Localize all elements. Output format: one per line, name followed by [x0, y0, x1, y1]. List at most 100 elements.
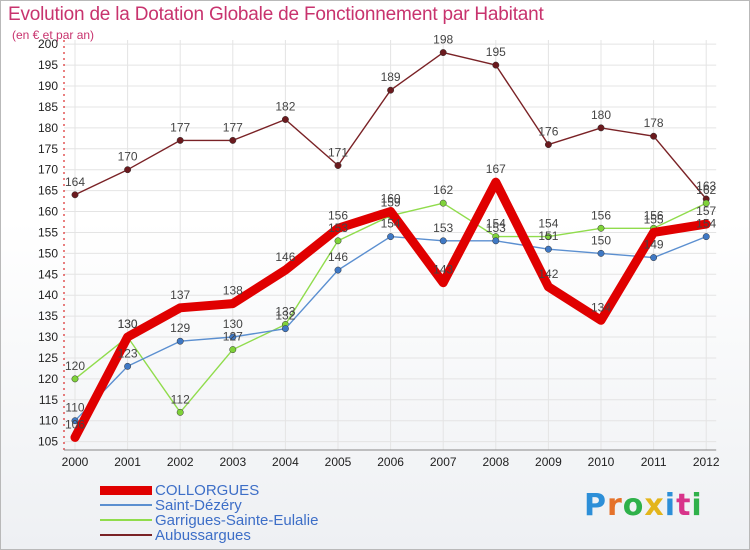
data-point — [281, 325, 289, 333]
data-label: 143 — [433, 263, 453, 277]
data-point — [229, 136, 237, 144]
x-tick-label: 2012 — [693, 455, 720, 469]
data-label: 153 — [486, 221, 506, 235]
legend-label: Garrigues-Sainte-Eulalie — [155, 512, 319, 529]
y-tick-label: 135 — [38, 309, 58, 323]
data-label: 120 — [65, 359, 85, 373]
data-point — [229, 333, 237, 341]
chart-title: Evolution de la Dotation Globale de Fonc… — [8, 4, 544, 25]
data-label: 133 — [275, 304, 295, 318]
data-label: 198 — [433, 33, 453, 47]
data-label: 171 — [328, 146, 348, 160]
x-tick-label: 2009 — [535, 455, 562, 469]
x-tick-label: 2003 — [219, 455, 246, 469]
data-point — [439, 49, 447, 57]
data-point — [176, 408, 184, 416]
data-point — [387, 86, 395, 94]
data-label: 146 — [328, 250, 348, 264]
data-point — [71, 417, 79, 425]
logo-letter: i — [664, 488, 677, 523]
data-point — [176, 337, 184, 345]
y-tick-label: 105 — [38, 435, 58, 449]
data-label: 110 — [65, 401, 84, 415]
data-label: 154 — [696, 217, 716, 231]
y-tick-label: 120 — [38, 372, 58, 386]
logo-letter: t — [676, 488, 692, 523]
data-point — [597, 124, 605, 132]
data-label: 176 — [538, 125, 558, 139]
data-label: 156 — [328, 208, 348, 222]
data-label: 132 — [275, 309, 295, 323]
data-label: 155 — [644, 212, 664, 226]
x-tick-label: 2002 — [167, 455, 194, 469]
legend-swatch — [100, 504, 152, 506]
data-point — [597, 224, 605, 232]
y-tick-label: 110 — [39, 414, 58, 428]
y-tick-label: 160 — [38, 205, 58, 219]
data-label: 157 — [696, 204, 716, 218]
data-point — [439, 199, 447, 207]
data-label: 159 — [381, 196, 401, 210]
data-label: 156 — [591, 208, 611, 222]
data-label: 156 — [644, 208, 664, 222]
data-point — [492, 61, 500, 69]
data-point — [650, 254, 658, 262]
x-tick-label: 2007 — [430, 455, 457, 469]
data-point — [492, 237, 500, 245]
data-point — [544, 245, 552, 253]
data-label: 112 — [171, 392, 190, 406]
data-label: 153 — [433, 221, 453, 235]
y-tick-label: 165 — [38, 184, 58, 198]
data-point — [597, 249, 605, 257]
data-label: 149 — [644, 238, 664, 252]
data-label: 160 — [381, 192, 401, 206]
logo-letter: i — [691, 488, 703, 523]
data-label: 153 — [328, 221, 348, 235]
data-label: 178 — [644, 116, 664, 130]
data-point — [176, 136, 184, 144]
logo-letter: o — [622, 488, 645, 523]
x-tick-label: 2005 — [325, 455, 352, 469]
series-line — [70, 177, 711, 442]
data-label: 130 — [118, 317, 138, 331]
y-tick-label: 115 — [39, 393, 58, 407]
y-tick-label: 185 — [38, 100, 58, 114]
legend-swatch — [100, 485, 152, 495]
data-point — [124, 362, 132, 370]
data-label: 150 — [591, 233, 611, 247]
data-point — [71, 375, 79, 383]
legend-label: Saint-Dézéry — [155, 497, 242, 514]
data-point — [124, 166, 132, 174]
data-point — [334, 162, 342, 169]
data-point — [544, 141, 552, 149]
data-label: 164 — [65, 175, 85, 189]
data-point — [702, 233, 710, 241]
data-label: 182 — [275, 99, 295, 113]
x-tick-label: 2011 — [641, 455, 667, 469]
data-point — [702, 199, 710, 207]
data-point — [439, 237, 447, 245]
data-label: 129 — [170, 321, 190, 335]
data-label: 162 — [696, 183, 716, 197]
x-tick-label: 2001 — [114, 455, 141, 469]
y-tick-label: 170 — [38, 163, 58, 177]
data-label: 177 — [223, 120, 243, 134]
data-label: 154 — [381, 217, 401, 231]
data-label: 127 — [223, 330, 243, 344]
data-label: 146 — [275, 250, 295, 264]
data-point — [334, 237, 342, 245]
y-tick-label: 150 — [38, 246, 58, 260]
data-point — [281, 116, 289, 123]
data-label: 134 — [591, 300, 611, 314]
x-tick-label: 2000 — [62, 455, 89, 469]
x-tick-label: 2008 — [482, 455, 509, 469]
legend-label: Aubussargues — [155, 527, 251, 544]
legend-swatch — [100, 519, 152, 521]
data-label: 170 — [118, 150, 138, 164]
data-label: 151 — [538, 229, 558, 243]
y-tick-label: 180 — [38, 121, 58, 135]
data-label: 130 — [223, 317, 243, 331]
data-label: 137 — [170, 288, 190, 302]
